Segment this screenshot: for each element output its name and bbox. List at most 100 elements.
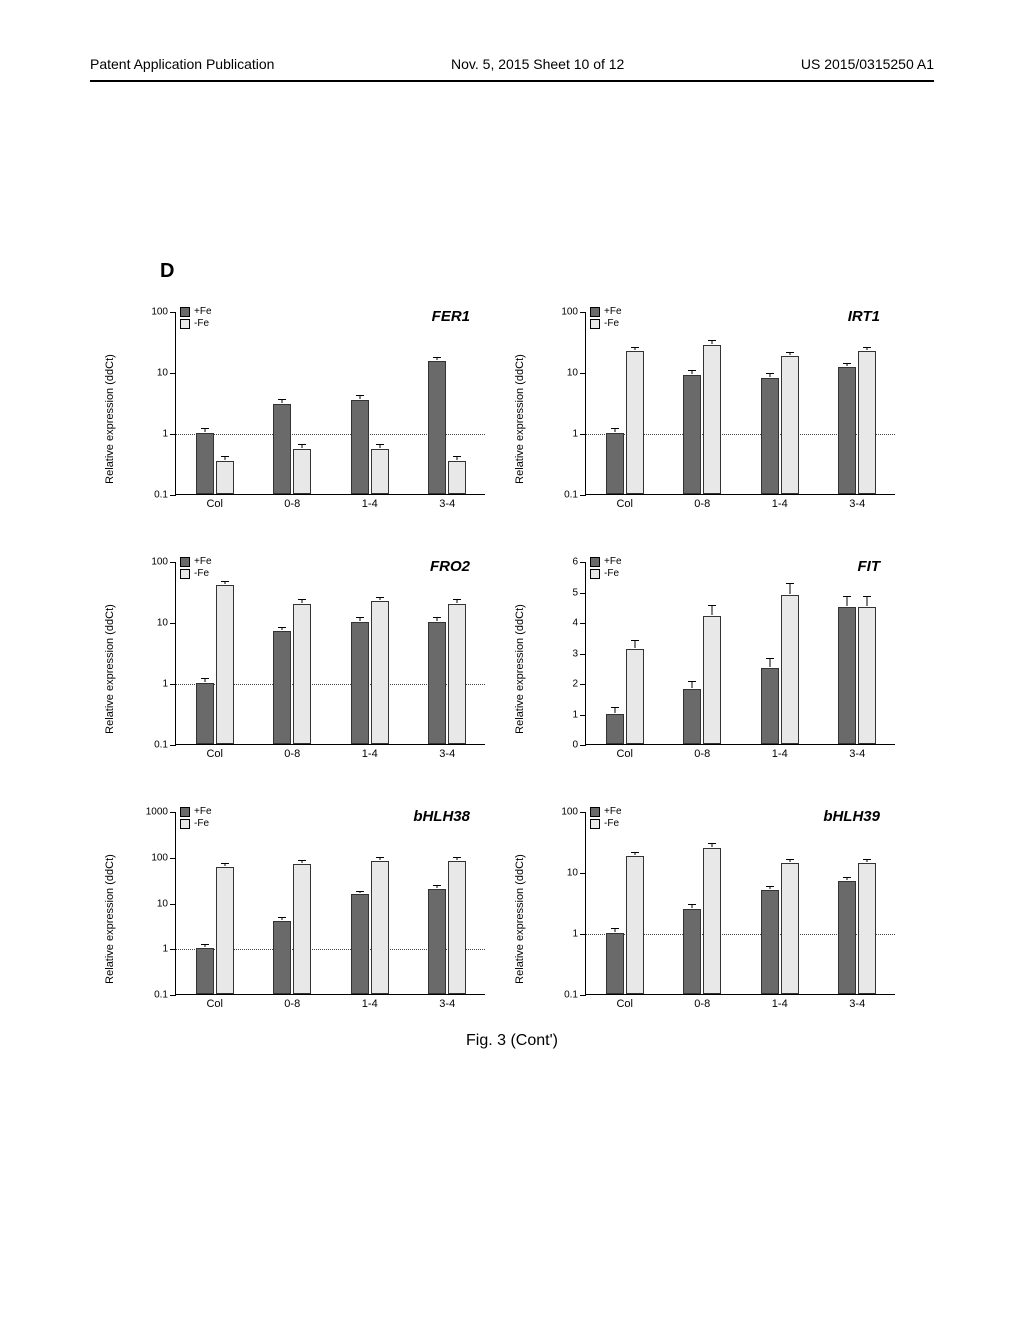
error-bar — [692, 905, 693, 908]
y-tick-label: 1 — [162, 679, 176, 690]
bar-plus-fe — [683, 375, 701, 494]
y-tick-label: 100 — [151, 852, 176, 863]
y-tick-label: 0.1 — [564, 990, 586, 1001]
bar-minus-fe — [371, 449, 389, 494]
error-cap — [766, 373, 774, 374]
y-tick-label: 0.1 — [564, 490, 586, 501]
bar-group — [196, 867, 234, 994]
error-cap — [708, 340, 716, 341]
error-bar — [379, 445, 380, 448]
bar-plus-fe — [428, 889, 446, 994]
bar-plus-fe — [196, 683, 214, 744]
x-tick-label: 3-4 — [439, 994, 455, 1010]
error-bar — [769, 374, 770, 377]
y-tick-label: 10 — [567, 868, 586, 879]
error-cap — [766, 886, 774, 887]
error-cap — [863, 859, 871, 860]
error-cap — [298, 599, 306, 600]
error-bar — [302, 861, 303, 863]
y-tick-label: 10 — [157, 618, 176, 629]
error-cap — [453, 857, 461, 858]
error-cap — [863, 347, 871, 348]
error-bar — [692, 682, 693, 688]
error-cap — [863, 596, 871, 597]
bar-group — [761, 863, 799, 994]
bar-minus-fe — [448, 461, 466, 494]
bar-group — [606, 351, 644, 494]
chart-fer1: FER1Relative expression (ddCt)+Fe-Fe0.11… — [120, 300, 500, 525]
error-cap — [221, 581, 229, 582]
panel-label: D — [160, 260, 174, 283]
error-bar — [204, 945, 205, 947]
x-tick-label: 3-4 — [849, 744, 865, 760]
error-cap — [688, 904, 696, 905]
x-tick-label: Col — [616, 494, 633, 510]
error-bar — [224, 457, 225, 460]
bar-group — [428, 604, 466, 744]
error-cap — [201, 678, 209, 679]
y-tick-label: 3 — [572, 648, 586, 659]
error-bar — [712, 606, 713, 615]
error-cap — [631, 852, 639, 853]
y-tick-label: 5 — [572, 587, 586, 598]
bar-minus-fe — [293, 449, 311, 494]
chart-fit: FITRelative expression (ddCt)+Fe-Fe01234… — [530, 550, 910, 775]
y-tick-label: 0.1 — [154, 740, 176, 751]
error-bar — [457, 600, 458, 603]
plot-area: 0.1110100Col0-81-43-4 — [585, 812, 895, 995]
error-cap — [278, 917, 286, 918]
chart-grid: FER1Relative expression (ddCt)+Fe-Fe0.11… — [120, 300, 910, 1025]
error-cap — [376, 597, 384, 598]
plot-area: 0.11101001000Col0-81-43-4 — [175, 812, 485, 995]
bar-minus-fe — [216, 585, 234, 744]
x-tick-label: 1-4 — [772, 494, 788, 510]
bar-group — [196, 433, 234, 494]
error-cap — [433, 885, 441, 886]
bar-group — [683, 848, 721, 994]
error-cap — [356, 395, 364, 396]
bar-group — [428, 861, 466, 994]
bar-plus-fe — [351, 622, 369, 744]
error-bar — [692, 371, 693, 374]
x-tick-label: 0-8 — [284, 744, 300, 760]
x-tick-label: 0-8 — [284, 994, 300, 1010]
error-bar — [847, 597, 848, 606]
header-left: Patent Application Publication — [90, 56, 274, 72]
error-cap — [221, 456, 229, 457]
error-cap — [201, 944, 209, 945]
x-tick-label: 1-4 — [772, 744, 788, 760]
error-bar — [789, 353, 790, 356]
x-tick-label: 3-4 — [439, 744, 455, 760]
error-cap — [786, 859, 794, 860]
bar-minus-fe — [216, 867, 234, 994]
plot-area: 0123456Col0-81-43-4 — [585, 562, 895, 745]
plot-area: 0.1110100Col0-81-43-4 — [175, 312, 485, 495]
plot-area: 0.1110100Col0-81-43-4 — [175, 562, 485, 745]
y-tick-label: 1 — [162, 944, 176, 955]
bar-plus-fe — [838, 367, 856, 494]
y-tick-label: 0.1 — [154, 490, 176, 501]
error-bar — [614, 929, 615, 932]
bar-plus-fe — [761, 668, 779, 744]
error-cap — [786, 352, 794, 353]
error-bar — [379, 858, 380, 860]
bar-plus-fe — [838, 881, 856, 994]
error-bar — [204, 679, 205, 682]
bar-group — [761, 595, 799, 744]
error-bar — [867, 348, 868, 351]
bar-plus-fe — [351, 400, 369, 494]
error-cap — [376, 444, 384, 445]
bar-plus-fe — [606, 433, 624, 494]
error-cap — [786, 583, 794, 584]
error-cap — [708, 605, 716, 606]
y-tick-label: 0.1 — [154, 990, 176, 1001]
bar-minus-fe — [781, 863, 799, 994]
bar-plus-fe — [196, 433, 214, 494]
bar-minus-fe — [858, 863, 876, 994]
plot-area: 0.1110100Col0-81-43-4 — [585, 312, 895, 495]
x-tick-label: Col — [206, 744, 223, 760]
bar-minus-fe — [448, 861, 466, 994]
bar-group — [606, 649, 644, 744]
bar-plus-fe — [351, 894, 369, 994]
bar-minus-fe — [293, 864, 311, 994]
